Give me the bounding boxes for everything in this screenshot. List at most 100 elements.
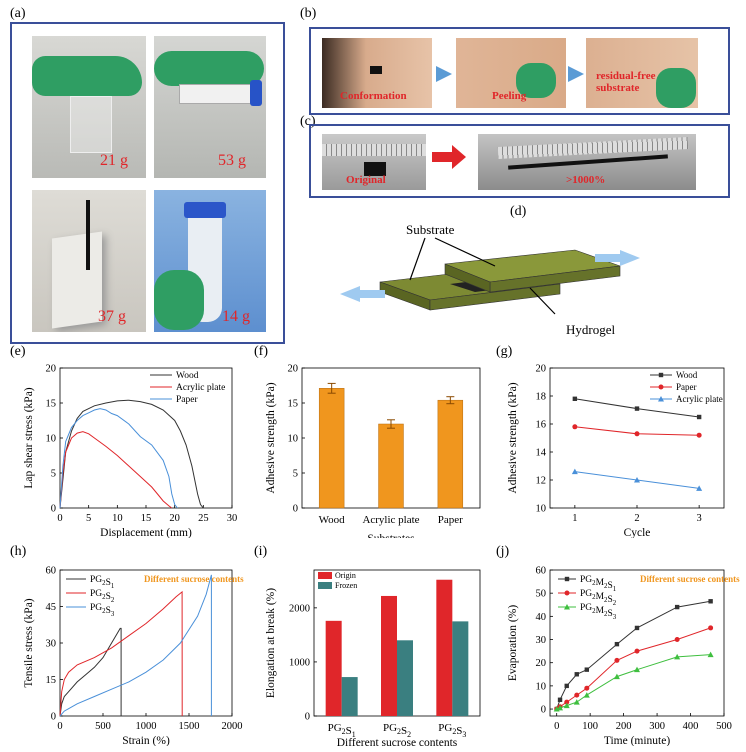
data-point — [614, 641, 620, 647]
data-point — [564, 576, 570, 582]
photo-original-length — [322, 134, 426, 190]
data-point — [708, 599, 713, 604]
x-tick-label: 20 — [169, 513, 180, 524]
glove-icon — [516, 63, 556, 98]
legend-swatch — [318, 572, 332, 579]
data-point — [564, 604, 570, 610]
x-tick-label: 0 — [554, 721, 559, 732]
x-axis-label: Time (minute) — [604, 735, 671, 746]
panel-label-e: (e) — [10, 344, 26, 359]
category-label: PG2S2 — [383, 722, 411, 739]
legend-label: Wood — [176, 371, 199, 381]
y-tick-label: 10 — [536, 504, 547, 515]
legend-label: Acrylic plate — [676, 394, 723, 404]
data-point — [707, 651, 714, 658]
photo-centrifuge-tube — [154, 190, 266, 332]
bar — [341, 677, 358, 716]
y-tick-label: 10 — [288, 434, 299, 445]
legend-label: Origin — [335, 571, 356, 580]
photo-vial-test — [32, 36, 146, 178]
cap-icon — [184, 202, 226, 218]
y-axis-label: Evaporation (%) — [507, 605, 519, 681]
legend-label: Acrylic plate — [176, 383, 225, 393]
data-point — [584, 685, 590, 691]
data-point — [634, 406, 640, 411]
y-tick-label: 5 — [51, 469, 56, 480]
y-axis-label: Elongation at break (%) — [265, 588, 277, 698]
bar — [318, 388, 345, 509]
y-tick-label: 0 — [51, 712, 56, 723]
series-line — [59, 574, 212, 717]
data-point — [572, 424, 578, 430]
x-tick-label: 15 — [141, 513, 152, 524]
substrate-label: Substrate — [406, 222, 455, 237]
data-point — [613, 673, 620, 680]
data-point — [674, 604, 680, 610]
chart-annotation: Different sucrose contents — [144, 574, 244, 584]
chart-annotation: Different sucrose contents — [640, 574, 740, 584]
bar — [437, 399, 464, 509]
panel-label-b: (b) — [300, 6, 317, 21]
data-point — [708, 625, 714, 631]
weight-label-3: 37 g — [98, 308, 126, 325]
panel-c-frame — [309, 124, 730, 198]
lower-substrate-front — [429, 283, 561, 311]
y-tick-label: 10 — [46, 434, 57, 445]
x-axis-label: Displacement (mm) — [100, 527, 192, 538]
hydrogel-label: Hydrogel — [566, 322, 615, 337]
pointer-line — [529, 287, 556, 315]
legend-label: PG2M2S2 — [580, 589, 617, 607]
y-tick-label: 10 — [536, 681, 547, 692]
x-tick-label: 25 — [198, 513, 209, 524]
data-point — [564, 699, 570, 705]
chart-lap-shear: 0 5 10 15 20 0 5 10 15 20 25 30 Displacement (mm) Lap… — [23, 364, 237, 539]
x-tick-label: 2000 — [222, 721, 243, 732]
series-line — [59, 627, 122, 717]
legend-label: Frozen — [335, 581, 357, 590]
data-point — [574, 672, 579, 677]
data-point — [572, 396, 578, 401]
weight-label-4: 14 g — [222, 308, 250, 325]
y-tick-label: 5 — [293, 469, 298, 480]
legend-label: Paper — [676, 382, 697, 392]
pointer-line — [434, 237, 496, 267]
data-point — [696, 414, 702, 420]
x-tick-label: 1000 — [136, 721, 157, 732]
upper-substrate-side — [444, 263, 491, 293]
bar — [381, 595, 397, 716]
glove-icon — [154, 270, 204, 330]
glove-icon — [154, 51, 264, 86]
y-tick-label: 40 — [536, 612, 547, 623]
sample-icon — [364, 162, 386, 176]
x-axis-label: Substrates — [367, 533, 415, 538]
cap-icon — [250, 80, 262, 106]
y-tick-label: 60 — [536, 566, 547, 577]
y-tick-label: 30 — [536, 635, 547, 646]
y-tick-label: 30 — [46, 639, 57, 650]
chart-evaporation: 0 10 20 30 40 50 60 0 100 200 300 400 500 Time (minut… — [507, 566, 740, 747]
panel-label-j: (j) — [496, 544, 510, 559]
y-axis-label: Lap shear stress (kPa) — [23, 387, 35, 488]
weight-label-1: 21 g — [100, 152, 128, 169]
panel-label-i: (i) — [254, 544, 268, 559]
x-axis-label: Cycle — [624, 527, 651, 538]
x-axis-label: Strain (%) — [122, 735, 170, 746]
series-line — [59, 590, 183, 717]
y-tick-label: 16 — [536, 420, 547, 431]
pull-arrow-left-icon — [340, 286, 385, 302]
y-tick-label: 0 — [541, 705, 546, 716]
arrow-right-icon — [436, 66, 452, 82]
chart-elongation: 0 1000 2000 Different sucrose contents Elong… — [265, 569, 481, 746]
legend-label: PG2S3 — [90, 603, 115, 618]
plot-frame — [549, 569, 725, 717]
y-tick-label: 20 — [46, 364, 57, 375]
step-label-3: residual-free substrate — [596, 70, 656, 94]
strip-icon — [86, 200, 90, 270]
bar — [436, 579, 453, 716]
hydrogel-icon — [370, 66, 382, 74]
data-point — [696, 485, 703, 491]
photo-residual-free — [586, 38, 698, 108]
pointer-line — [409, 237, 426, 281]
x-tick-label: 200 — [616, 721, 632, 732]
data-point — [571, 468, 578, 475]
